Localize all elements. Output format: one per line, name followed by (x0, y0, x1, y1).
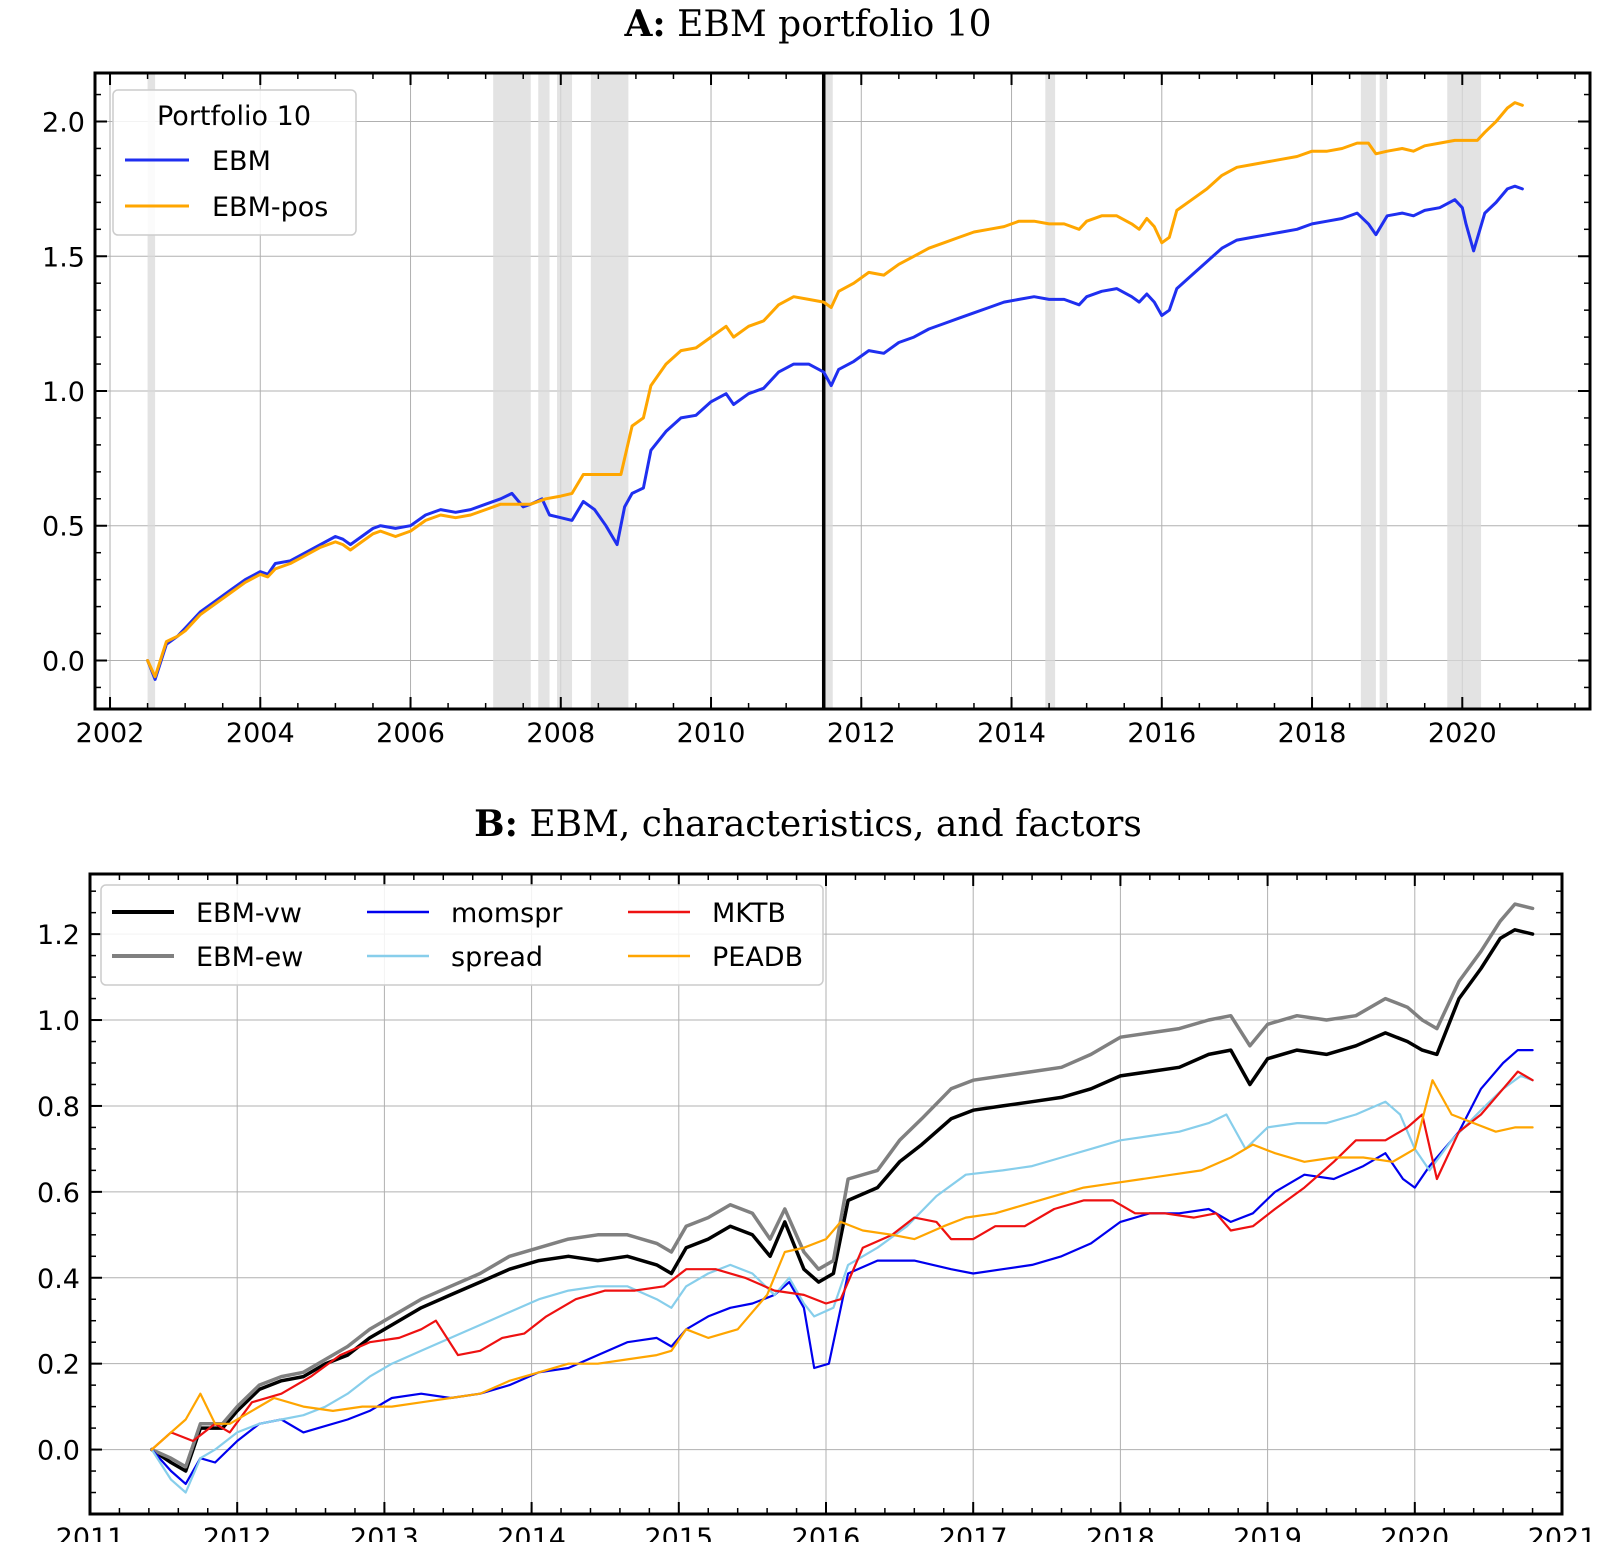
panel-b-x-tick-label: 2011 (56, 1523, 125, 1542)
panel-a-x-tick-label: 2006 (376, 718, 445, 749)
panel-a-frame (93, 71, 1592, 711)
panel-b-x-tick-label: 2018 (1086, 1523, 1155, 1542)
panel-a-shaded-periods (147, 73, 1482, 709)
panel-a-shaded-period (147, 73, 156, 709)
panel-a: A: EBM portfolio 10 2002 2004 2006 2008 2010… (42, 3, 1592, 749)
panel-a-y-tick-labels: 0.0 0.5 1.0 1.5 2.0 (42, 108, 85, 678)
panel-a-legend: Portfolio 10 EBM EBM-pos (112, 89, 357, 236)
panel-a-x-tick-label: 2002 (76, 718, 145, 749)
panel-a-x-tick-label: 2004 (226, 718, 295, 749)
panel-a-y-tick-label: 0.0 (42, 646, 85, 677)
panel-b-legend-label-ebm-ew: EBM-ew (196, 942, 303, 973)
panel-a-series (146, 101, 1524, 681)
panel-b-x-tick-labels: 2011 2012 2013 2014 2015 2016 2017 2018 2019 2020… (56, 1523, 1597, 1547)
panel-a-legend-label-ebm: EBM (212, 146, 271, 177)
panel-a-y-tick-label: 0.5 (42, 512, 85, 543)
panel-a-series-ebm (146, 184, 1524, 681)
panel-b-letter: B: (474, 803, 518, 845)
panel-a-legend-label-ebm-pos: EBM-pos (212, 192, 328, 223)
panel-b-x-tick-label: 2019 (1233, 1523, 1302, 1542)
panel-b-x-tick-label: 2021 (1528, 1523, 1597, 1542)
panel-a-gridlines (95, 73, 1590, 709)
panel-a-y-tick-label: 2.0 (42, 108, 85, 139)
panel-b-x-tick-label: 2012 (203, 1523, 272, 1542)
panel-b-y-tick-label: 1.2 (37, 920, 80, 951)
panel-a-x-tick-label: 2018 (1278, 718, 1347, 749)
panel-b: B: EBM, characteristics, and factors 201… (37, 803, 1597, 1547)
panel-b-y-tick-label: 0.6 (37, 1178, 80, 1209)
panel-a-x-tick-label: 2014 (977, 718, 1046, 749)
panel-b-x-tick-label: 2017 (939, 1523, 1008, 1542)
panel-b-x-tick-label: 2016 (792, 1523, 861, 1542)
panel-a-x-tick-label: 2012 (827, 718, 896, 749)
panel-b-frame (88, 872, 1564, 1516)
panel-b-y-tick-label: 0.8 (37, 1092, 80, 1123)
panel-b-series-peadb (150, 1079, 1534, 1451)
panel-b-title-text: EBM, characteristics, and factors (529, 804, 1142, 845)
panel-b-series-ebm-ew (150, 902, 1535, 1469)
panel-b-title: B: EBM, characteristics, and factors (474, 803, 1142, 845)
panel-b-legend-label-peadb: PEADB (712, 942, 803, 973)
panel-b-y-tick-label: 0.0 (37, 1436, 80, 1467)
panel-b-series-ebm-vw (150, 928, 1535, 1473)
panel-a-legend-box (112, 89, 357, 236)
panel-a-letter: A: (623, 3, 665, 45)
panel-b-x-tick-label: 2013 (350, 1523, 419, 1542)
panel-a-x-tick-label: 2010 (677, 718, 746, 749)
panel-a-legend-title: Portfolio 10 (157, 101, 311, 132)
panel-b-legend-label-ebm-vw: EBM-vw (196, 898, 302, 929)
panel-a-shaded-period (590, 73, 629, 709)
panel-a-x-tick-label: 2020 (1428, 718, 1497, 749)
panel-b-legend-label-momspr: momspr (451, 898, 563, 929)
panel-a-shaded-period (1360, 73, 1376, 709)
panel-b-series-mktb (150, 1070, 1534, 1451)
panel-a-title: A: EBM portfolio 10 (623, 3, 991, 45)
panel-a-shaded-period (1447, 73, 1482, 709)
panel-b-legend-box (100, 884, 824, 986)
panel-b-legend-label-spread: spread (451, 942, 543, 973)
panel-b-x-tick-label: 2014 (497, 1523, 566, 1542)
panel-b-x-tick-label: 2020 (1380, 1523, 1449, 1542)
panel-a-shaded-period (1379, 73, 1388, 709)
panel-a-y-tick-label: 1.5 (42, 242, 85, 273)
panel-a-shaded-period (557, 73, 573, 709)
panel-b-x-tick-label: 2015 (644, 1523, 713, 1542)
panel-b-series-momspr (150, 1049, 1534, 1485)
panel-a-title-text: EBM portfolio 10 (677, 4, 991, 45)
panel-b-series-spread (150, 1074, 1534, 1494)
panel-b-y-tick-label: 0.4 (37, 1264, 80, 1295)
panel-a-shaded-period (493, 73, 531, 709)
panel-b-legend-label-mktb: MKTB (712, 898, 786, 929)
panel-b-legend: EBM-vw EBM-ew momspr spread MKTB PEADB (100, 884, 824, 986)
panel-a-shaded-period (823, 73, 833, 709)
panel-a-shaded-period (1045, 73, 1056, 709)
panel-b-y-tick-label: 0.2 (37, 1350, 80, 1381)
panel-a-x-tick-labels: 2002 2004 2006 2008 2010 2012 2014 2016 2018 2020 (76, 718, 1497, 749)
panel-a-x-tick-label: 2008 (526, 718, 595, 749)
panel-b-y-tick-label: 1.0 (37, 1006, 80, 1037)
panel-a-x-tick-label: 2016 (1127, 718, 1196, 749)
panel-a-y-tick-label: 1.0 (42, 377, 85, 408)
panel-a-series-ebm-pos (146, 101, 1524, 679)
panel-b-series (150, 902, 1535, 1494)
panel-a-shaded-period (538, 73, 550, 709)
panel-b-y-tick-labels: 0.0 0.2 0.4 0.6 0.8 1.0 1.2 (37, 920, 80, 1466)
